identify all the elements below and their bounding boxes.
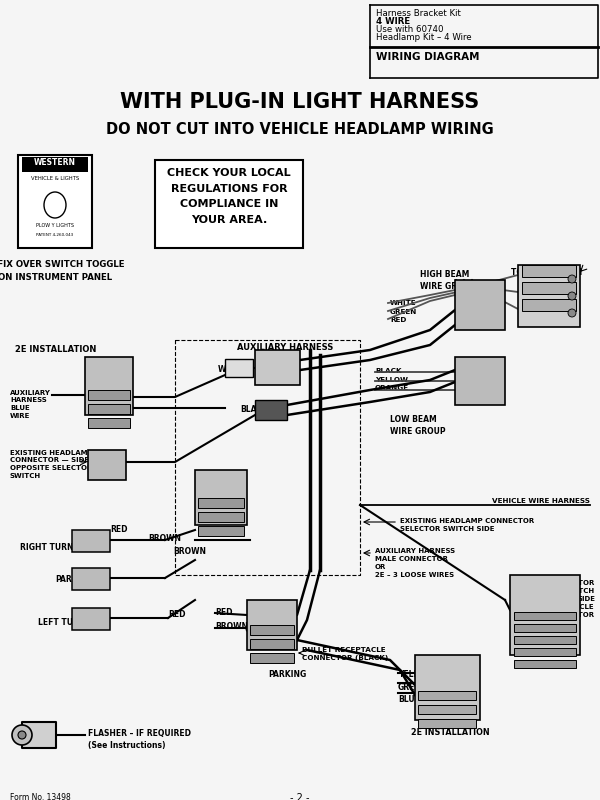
Text: BROWN: BROWN — [173, 547, 206, 556]
Bar — [255, 350, 300, 385]
Bar — [88, 450, 126, 480]
Bar — [415, 655, 480, 720]
Bar — [85, 357, 133, 415]
Text: CHECK YOUR LOCAL
REGULATIONS FOR
COMPLIANCE IN
YOUR AREA.: CHECK YOUR LOCAL REGULATIONS FOR COMPLIA… — [167, 168, 291, 225]
Text: WITH PLUG-IN LIGHT HARNESS: WITH PLUG-IN LIGHT HARNESS — [121, 92, 479, 112]
Bar — [88, 404, 130, 414]
Text: FLASHER – IF REQUIRED
(See Instructions): FLASHER – IF REQUIRED (See Instructions) — [88, 729, 191, 750]
Ellipse shape — [44, 192, 66, 218]
Bar — [22, 157, 88, 172]
Circle shape — [18, 731, 26, 739]
Bar — [418, 719, 476, 728]
Bar — [250, 653, 294, 663]
Text: BULLET RECEPTACLE
CONNECTOR (BLACK): BULLET RECEPTACLE CONNECTOR (BLACK) — [302, 647, 388, 661]
Text: - 2 -: - 2 - — [290, 793, 310, 800]
Bar — [198, 526, 244, 536]
Bar — [198, 498, 244, 508]
Text: WESTERN: WESTERN — [34, 158, 76, 167]
Bar — [418, 691, 476, 700]
Text: PARKING: PARKING — [268, 670, 306, 679]
Text: RED: RED — [215, 608, 233, 617]
Text: AUXILIARY HARNESS: AUXILIARY HARNESS — [237, 343, 333, 352]
Text: SELECTOR
SWITCH
SIDE
VEHICLE
CONNECTOR: SELECTOR SWITCH SIDE VEHICLE CONNECTOR — [546, 580, 595, 618]
Text: 2E INSTALLATION: 2E INSTALLATION — [410, 728, 490, 737]
Bar — [247, 600, 297, 650]
Text: AUXILIARY HARNESS
MALE CONNECTOR
OR
2E – 3 LOOSE WIRES: AUXILIARY HARNESS MALE CONNECTOR OR 2E –… — [375, 548, 455, 578]
Text: YELLOW
GREEN
BLUE: YELLOW GREEN BLUE — [398, 670, 433, 704]
Bar — [198, 512, 244, 522]
Text: LEFT TURN: LEFT TURN — [38, 618, 85, 627]
Circle shape — [12, 725, 32, 745]
Bar — [522, 282, 576, 294]
Bar — [250, 639, 294, 649]
Bar — [18, 155, 92, 248]
Text: PATENT 4,260,043: PATENT 4,260,043 — [37, 233, 74, 237]
Circle shape — [568, 309, 576, 317]
Text: Use with 60740: Use with 60740 — [376, 25, 443, 34]
Bar — [418, 705, 476, 714]
Text: BLACK
YELLOW
ORANGE: BLACK YELLOW ORANGE — [375, 368, 409, 391]
Text: Harness Bracket Kit: Harness Bracket Kit — [376, 9, 461, 18]
Text: DO NOT CUT INTO VEHICLE HEADLAMP WIRING: DO NOT CUT INTO VEHICLE HEADLAMP WIRING — [106, 122, 494, 137]
Text: BROWN: BROWN — [215, 622, 248, 631]
Bar — [72, 568, 110, 590]
Bar — [22, 722, 56, 748]
Bar — [250, 625, 294, 635]
Text: VEHICLE WIRE HARNESS: VEHICLE WIRE HARNESS — [492, 498, 590, 504]
Bar — [72, 608, 110, 630]
Bar — [510, 575, 580, 655]
Text: PLOW Y LIGHTS: PLOW Y LIGHTS — [36, 223, 74, 228]
Text: TOGGLE SWITCH: TOGGLE SWITCH — [511, 268, 582, 277]
Text: 2E INSTALLATION: 2E INSTALLATION — [15, 345, 97, 354]
Bar — [518, 265, 580, 327]
Text: RIGHT TURN: RIGHT TURN — [20, 543, 74, 552]
Text: LOW BEAM
WIRE GROUP: LOW BEAM WIRE GROUP — [390, 415, 446, 436]
Bar — [514, 660, 576, 668]
Text: AUXILIARY
HARNESS
BLUE
WIRE: AUXILIARY HARNESS BLUE WIRE — [10, 390, 51, 418]
Text: PARKING: PARKING — [55, 575, 93, 584]
Bar — [514, 636, 576, 644]
Text: EXISTING HEADLAMP CONNECTOR
SELECTOR SWITCH SIDE: EXISTING HEADLAMP CONNECTOR SELECTOR SWI… — [400, 518, 534, 532]
Circle shape — [568, 292, 576, 300]
Bar — [514, 648, 576, 656]
Text: AFFIX OVER SWITCH TOGGLE
ON INSTRUMENT PANEL: AFFIX OVER SWITCH TOGGLE ON INSTRUMENT P… — [0, 260, 125, 282]
Text: Headlamp Kit – 4 Wire: Headlamp Kit – 4 Wire — [376, 33, 472, 42]
Text: WIRING DIAGRAM: WIRING DIAGRAM — [376, 52, 479, 62]
Bar — [72, 530, 110, 552]
Text: RED: RED — [110, 525, 128, 534]
Bar — [522, 299, 576, 311]
Text: WHITE: WHITE — [218, 365, 247, 374]
Bar — [195, 470, 247, 525]
Bar — [455, 280, 505, 330]
Bar — [522, 265, 576, 277]
Bar — [255, 400, 287, 420]
Bar — [455, 357, 505, 405]
Text: HIGH BEAM
WIRE GROUP: HIGH BEAM WIRE GROUP — [420, 270, 476, 291]
Bar — [88, 390, 130, 400]
Text: BLACK: BLACK — [240, 405, 268, 414]
Text: EXISTING HEADLAMP
CONNECTOR — SIDE
OPPOSITE SELECTOR
SWITCH: EXISTING HEADLAMP CONNECTOR — SIDE OPPOS… — [10, 450, 92, 478]
Text: BROWN: BROWN — [148, 534, 181, 543]
Bar — [155, 160, 303, 248]
Bar — [88, 418, 130, 428]
Text: Form No. 13498: Form No. 13498 — [10, 793, 71, 800]
Text: VEHICLE & LIGHTS: VEHICLE & LIGHTS — [31, 176, 79, 181]
Text: RED: RED — [168, 610, 185, 619]
Bar — [514, 612, 576, 620]
Bar — [514, 624, 576, 632]
Text: WHITE
GREEN
RED: WHITE GREEN RED — [390, 300, 417, 323]
Circle shape — [568, 275, 576, 283]
Text: 4 WIRE: 4 WIRE — [376, 17, 410, 26]
Bar — [225, 359, 253, 377]
